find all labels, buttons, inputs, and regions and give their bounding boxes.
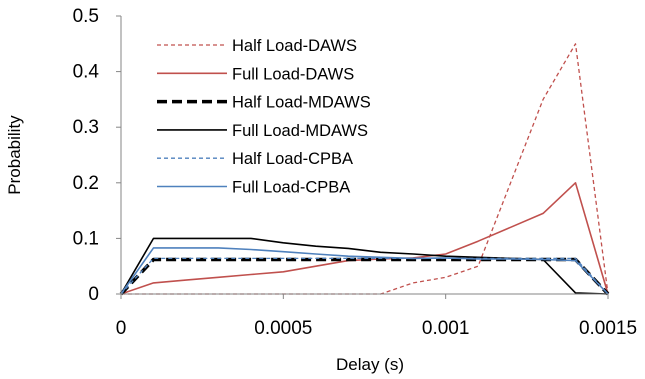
y-tick-label: 0.1 — [73, 228, 99, 249]
legend-label: Half Load-CPBA — [232, 150, 353, 168]
legend-item-half-load-cpba: Half Load-CPBA — [157, 150, 353, 168]
x-axis-title: Delay (s) — [336, 355, 404, 374]
legend-label: Full Load-MDAWS — [232, 122, 368, 140]
y-tick-label: 0 — [88, 284, 99, 305]
legend-label: Full Load-CPBA — [232, 179, 350, 197]
y-axis-title: Probability — [5, 115, 24, 195]
series-line-half-load-cpba — [120, 257, 609, 295]
legend-item-full-load-daws: Full Load-DAWS — [157, 65, 354, 83]
legend-label: Half Load-DAWS — [232, 37, 357, 55]
y-tick-label: 0.4 — [73, 62, 100, 83]
x-tick-label: 0.0015 — [579, 318, 637, 339]
x-tick-label: 0.0005 — [254, 318, 312, 339]
y-tick-label: 0.2 — [73, 173, 99, 194]
plot-area — [121, 16, 608, 294]
legend-item-full-load-cpba: Full Load-CPBA — [157, 179, 350, 197]
legend-item-full-load-mdaws: Full Load-MDAWS — [157, 122, 368, 140]
legend-label: Full Load-DAWS — [232, 65, 354, 83]
legend-label: Half Load-MDAWS — [232, 94, 371, 112]
y-tick-label: 0.5 — [73, 6, 99, 27]
legend-item-half-load-mdaws: Half Load-MDAWS — [157, 94, 371, 112]
series-line-full-load-cpba — [120, 247, 609, 295]
y-tick-label: 0.3 — [73, 117, 99, 138]
legend-item-half-load-daws: Half Load-DAWS — [157, 37, 357, 55]
x-tick-label: 0.001 — [422, 318, 470, 339]
x-tick-label: 0 — [116, 318, 127, 339]
